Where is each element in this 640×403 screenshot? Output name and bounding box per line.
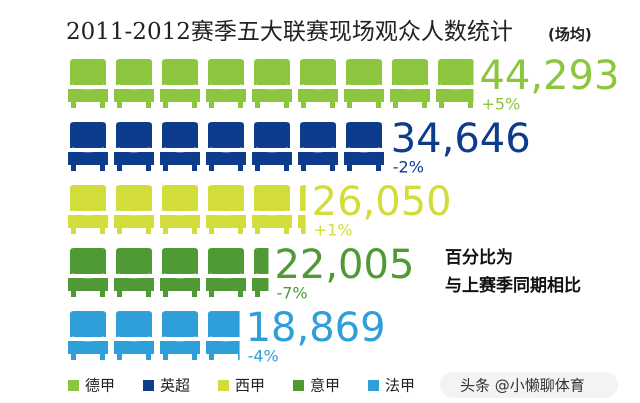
legend-label: 西甲: [235, 377, 265, 395]
legend-swatch: [218, 380, 229, 391]
value-label: 34,646: [391, 116, 531, 162]
legend-swatch: [293, 380, 304, 391]
change-label: +5%: [481, 95, 520, 114]
bar: [66, 247, 269, 297]
value-label: 22,005: [274, 242, 414, 288]
chart-subtitle: (场均): [548, 26, 592, 44]
watermark: 头条 @小懒聊体育: [460, 377, 585, 395]
value-label: 44,293: [479, 53, 619, 99]
change-label: +1%: [314, 221, 353, 240]
bar: [66, 121, 385, 171]
annotation: 与上赛季同期相比: [445, 275, 581, 296]
watermark-bg: [440, 372, 618, 398]
chart-title: 2011-2012赛季五大联赛现场观众人数统计: [66, 19, 513, 45]
change-label: -4%: [248, 347, 279, 366]
legend-label: 英超: [160, 377, 190, 395]
legend-label: 意甲: [310, 377, 340, 395]
change-label: -7%: [276, 284, 307, 303]
legend-swatch: [368, 380, 379, 391]
annotation: 百分比为: [445, 247, 513, 268]
bar: [66, 310, 240, 360]
legend-label: 德甲: [85, 377, 115, 395]
legend-label: 法甲: [385, 377, 415, 395]
value-label: 18,869: [246, 305, 386, 351]
value-label: 26,050: [312, 179, 452, 225]
bar: [66, 184, 306, 234]
legend-swatch: [143, 380, 154, 391]
bar: [66, 58, 474, 108]
change-label: -2%: [393, 158, 424, 177]
legend-swatch: [68, 380, 79, 391]
